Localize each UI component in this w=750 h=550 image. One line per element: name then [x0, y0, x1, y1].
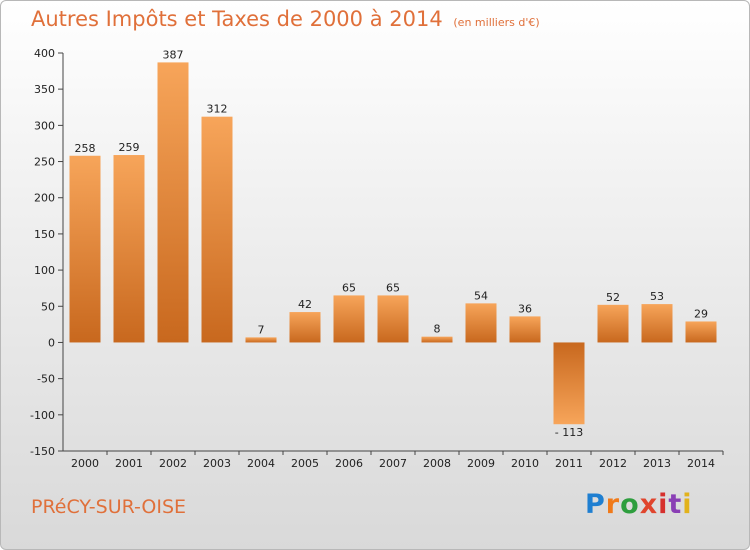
- logo-letter: o: [620, 489, 640, 520]
- logo-letter: i: [658, 489, 669, 520]
- bar-2001: [113, 155, 145, 343]
- data-label-2004: 7: [258, 323, 265, 336]
- y-tick-label: 50: [41, 300, 55, 313]
- x-tick-label-2005: 2005: [291, 457, 319, 470]
- y-tick-label: 200: [34, 192, 55, 205]
- bar-2002: [157, 62, 189, 343]
- y-tick-label: 100: [34, 264, 55, 277]
- x-tick-label-2014: 2014: [687, 457, 715, 470]
- x-tick-label-2006: 2006: [335, 457, 363, 470]
- bar-2006: [333, 295, 365, 343]
- y-tick-label: -150: [30, 445, 55, 458]
- data-label-2013: 53: [650, 290, 664, 303]
- x-tick-label-2011: 2011: [555, 457, 583, 470]
- y-tick-label: 0: [48, 336, 55, 349]
- proxiti-logo: Proxiti: [585, 489, 693, 520]
- data-label-2008: 8: [434, 323, 441, 336]
- y-tick-label: 250: [34, 156, 55, 169]
- y-tick-label: 150: [34, 228, 55, 241]
- y-tick-label: -100: [30, 409, 55, 422]
- x-tick-label-2010: 2010: [511, 457, 539, 470]
- logo-letter: t: [668, 489, 683, 520]
- data-label-2003: 312: [207, 103, 228, 116]
- y-tick-label: -50: [37, 373, 55, 386]
- x-tick-label-2009: 2009: [467, 457, 495, 470]
- data-label-2012: 52: [606, 291, 620, 304]
- x-tick-label-2007: 2007: [379, 457, 407, 470]
- x-tick-label-2012: 2012: [599, 457, 627, 470]
- data-label-2001: 259: [119, 141, 140, 154]
- data-label-2011: - 113: [555, 426, 583, 439]
- chart-title-text: Autres Impôts et Taxes de 2000 à 2014: [31, 7, 443, 31]
- chart-title: Autres Impôts et Taxes de 2000 à 2014 (e…: [31, 7, 540, 31]
- x-tick-label-2004: 2004: [247, 457, 275, 470]
- x-tick-label-2002: 2002: [159, 457, 187, 470]
- logo-letter: i: [682, 489, 693, 520]
- logo-letter: r: [605, 489, 621, 520]
- bar-2007: [377, 295, 409, 343]
- bar-2013: [641, 304, 673, 343]
- y-tick-label: 400: [34, 47, 55, 60]
- bar-2012: [597, 304, 629, 343]
- x-tick-label-2008: 2008: [423, 457, 451, 470]
- place-name: PRéCY-SUR-OISE: [31, 496, 187, 518]
- logo-letter: x: [639, 489, 659, 520]
- bar-2004: [245, 337, 277, 343]
- x-tick-label-2001: 2001: [115, 457, 143, 470]
- bar-2014: [685, 321, 717, 343]
- bar-2008: [421, 336, 453, 343]
- data-label-2007: 65: [386, 281, 400, 294]
- x-tick-label-2003: 2003: [203, 457, 231, 470]
- bar-2011: [553, 342, 585, 425]
- bar-2005: [289, 312, 321, 343]
- y-tick-label: 300: [34, 119, 55, 132]
- data-label-2005: 42: [298, 298, 312, 311]
- data-label-2010: 36: [518, 302, 532, 315]
- chart-unit: (en milliers d'€): [453, 16, 540, 29]
- data-label-2000: 258: [75, 142, 96, 155]
- x-tick-label-2000: 2000: [71, 457, 99, 470]
- x-tick-label-2013: 2013: [643, 457, 671, 470]
- data-label-2006: 65: [342, 281, 356, 294]
- bar-2003: [201, 116, 233, 343]
- data-label-2014: 29: [694, 307, 708, 320]
- data-label-2002: 387: [163, 48, 184, 61]
- bar-2010: [509, 316, 541, 343]
- bar-2000: [69, 155, 101, 343]
- y-tick-label: 350: [34, 83, 55, 96]
- bar-2009: [465, 303, 497, 343]
- data-label-2009: 54: [474, 289, 488, 302]
- logo-letter: P: [585, 489, 606, 520]
